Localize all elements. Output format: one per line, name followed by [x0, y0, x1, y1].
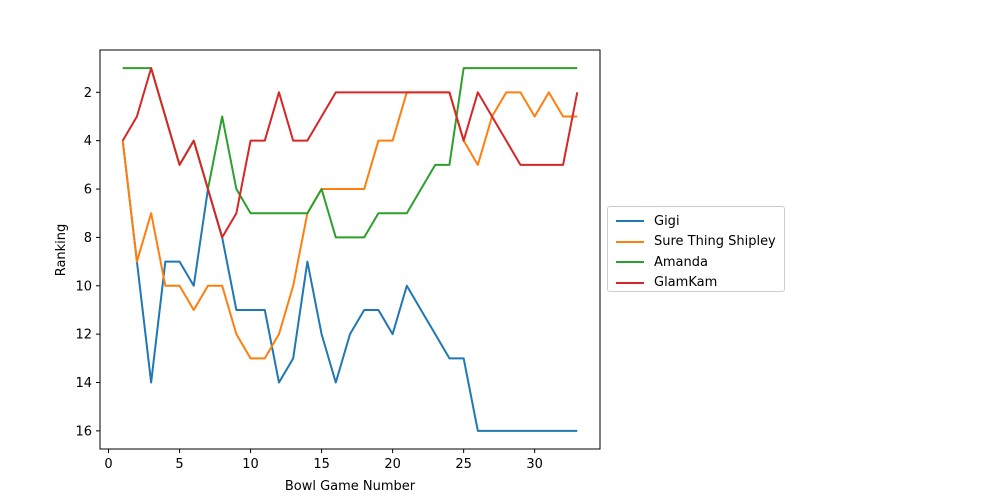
x-tick-label: 10	[242, 457, 259, 472]
y-tick-label: 2	[84, 86, 92, 101]
legend-swatch	[616, 220, 644, 223]
series-line-gigi	[121, 140, 578, 432]
y-axis-ticks: 2 4 6 8 10 12 14 16	[75, 86, 100, 439]
y-tick-label: 10	[75, 279, 92, 294]
x-tick-label: 25	[455, 457, 472, 472]
x-tick-label: 5	[175, 457, 183, 472]
plot-area	[100, 50, 600, 449]
axes	[99, 49, 601, 450]
y-tick-label: 16	[75, 424, 92, 439]
legend-label: Sure Thing Shipley	[654, 234, 776, 250]
legend-entry: GlamKam	[616, 273, 776, 294]
y-tick-label: 8	[84, 231, 92, 246]
legend: Gigi Sure Thing Shipley Amanda GlamKam	[607, 206, 785, 292]
x-axis-label: Bowl Game Number	[285, 479, 416, 494]
legend-entry: Gigi	[616, 211, 776, 232]
legend-entry: Amanda	[616, 252, 776, 273]
y-tick-label: 12	[75, 328, 92, 343]
x-tick-label: 30	[526, 457, 543, 472]
legend-swatch	[616, 261, 644, 264]
legend-label: Amanda	[654, 254, 708, 270]
y-tick-label: 14	[75, 376, 92, 391]
x-tick-label: 0	[104, 457, 112, 472]
legend-swatch	[616, 281, 644, 284]
legend-entry: Sure Thing Shipley	[616, 232, 776, 253]
y-axis-label: Ranking	[54, 224, 69, 277]
legend-label: GlamKam	[654, 275, 718, 291]
series-line-glamkam	[121, 67, 579, 239]
plot-frame	[99, 49, 601, 450]
series-lines	[121, 67, 579, 432]
x-axis-ticks: 0 5 10 15 20 25 30	[104, 449, 543, 472]
x-tick-label: 15	[313, 457, 330, 472]
y-tick-label: 4	[84, 134, 92, 149]
series-line-sure-thing-shipley	[121, 91, 578, 360]
x-tick-label: 20	[384, 457, 401, 472]
legend-label: Gigi	[654, 213, 680, 229]
y-tick-label: 6	[84, 183, 92, 198]
legend-swatch	[616, 240, 644, 243]
